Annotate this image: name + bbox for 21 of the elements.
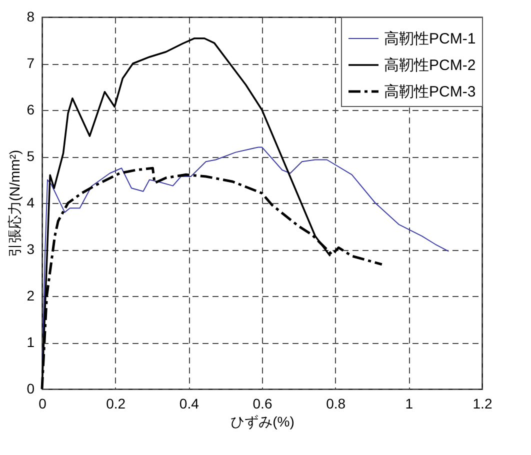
x-tick-label: 0.2 — [106, 396, 126, 412]
y-tick-label: 2 — [26, 288, 35, 304]
x-tick-label: 0 — [38, 396, 47, 412]
x-tick-label: 1 — [405, 396, 414, 412]
y-tick-label: 1 — [26, 334, 35, 350]
y-tick-label: 3 — [26, 241, 35, 257]
x-tick-label: 0.4 — [179, 396, 200, 412]
y-tick-label: 0 — [26, 380, 35, 396]
y-tick-label: 4 — [26, 194, 35, 210]
x-axis-title: ひずみ(%) — [230, 414, 294, 430]
y-tick-label: 6 — [26, 102, 35, 118]
x-tick-label: 0.6 — [252, 396, 272, 412]
y-axis-title: 引張応力(N/mm²) — [6, 150, 23, 258]
legend-label: 高靭性PCM-1 — [384, 30, 476, 48]
x-tick-label: 0.8 — [326, 396, 346, 412]
y-tick-label: 5 — [26, 148, 35, 164]
y-tick-label: 7 — [26, 55, 35, 71]
legend-label: 高靭性PCM-2 — [384, 57, 476, 74]
x-tick-label: 1.2 — [472, 396, 492, 412]
legend-label: 高靭性PCM-3 — [384, 84, 476, 100]
y-tick-label: 8 — [26, 8, 35, 24]
